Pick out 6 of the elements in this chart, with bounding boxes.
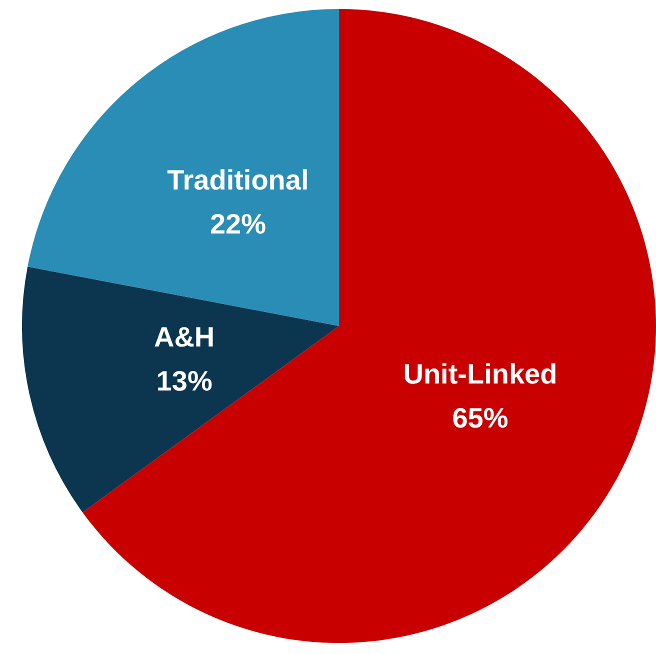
data-label: 65% (452, 402, 508, 434)
slice-label: A&H (154, 321, 215, 352)
slice-label: Traditional (167, 164, 309, 196)
data-label: 13% (156, 365, 212, 396)
slice-label: Unit-Linked (403, 358, 558, 390)
data-label: 22% (210, 208, 266, 240)
